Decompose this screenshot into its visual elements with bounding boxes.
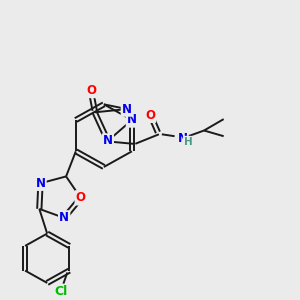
Text: N: N [127, 113, 137, 127]
Text: N: N [177, 132, 188, 145]
Text: O: O [145, 109, 155, 122]
Text: N: N [59, 212, 69, 224]
Text: O: O [87, 84, 97, 97]
Text: N: N [122, 103, 132, 116]
Text: H: H [184, 137, 193, 147]
Text: O: O [76, 191, 86, 204]
Text: N: N [35, 177, 46, 190]
Text: Cl: Cl [55, 285, 68, 298]
Text: N: N [103, 134, 113, 147]
